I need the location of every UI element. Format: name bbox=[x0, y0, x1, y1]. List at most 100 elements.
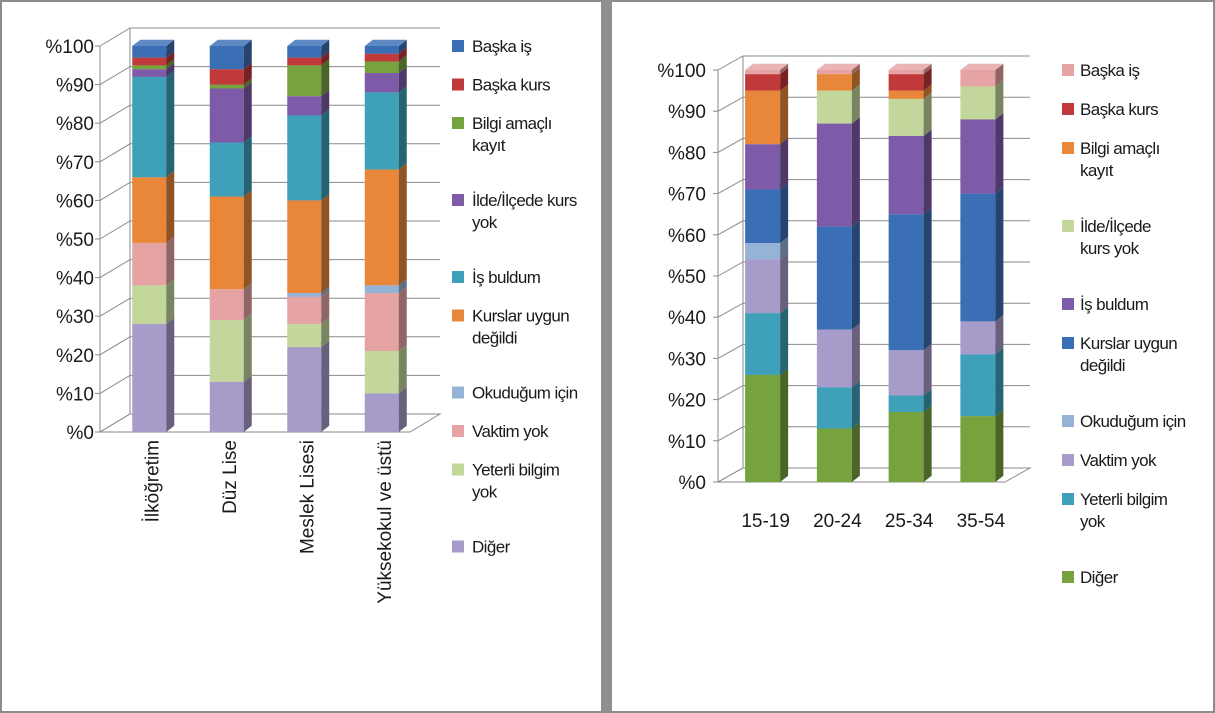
legend-item-okudugum-icin: Okuduğum için bbox=[452, 384, 578, 403]
bar-face bbox=[745, 144, 781, 190]
legend-item-baska-is: Başka iş bbox=[452, 37, 532, 56]
bar-segment-kurslar-uygun-degildi bbox=[132, 171, 175, 243]
bar-side bbox=[321, 89, 330, 116]
legend-label: Yeterli bilgim bbox=[1080, 490, 1168, 509]
bar-face bbox=[960, 321, 996, 355]
bar-column-25-34 bbox=[888, 63, 932, 482]
y-tick-label: %100 bbox=[45, 37, 94, 58]
legend-item-i-lde-i-lcede-kurs-yok: İlde/İlçede kurs yok bbox=[1062, 217, 1152, 258]
bar-face bbox=[132, 177, 167, 243]
legend: Başka iş Başka kurs Bilgi amaçlı kayıt İlde/… bbox=[1062, 61, 1186, 587]
bar-face bbox=[209, 46, 244, 70]
legend-label: yok bbox=[472, 213, 498, 232]
x-category-label: Meslek Lisesi bbox=[297, 440, 318, 554]
bar-face bbox=[209, 381, 244, 432]
bar-segment-vaktim-yok bbox=[745, 253, 789, 314]
y-tick-label: %10 bbox=[668, 432, 706, 453]
legend-item-baska-is: Başka iş bbox=[1062, 61, 1140, 80]
bar-segment-diger bbox=[132, 317, 175, 432]
bar-segment-baska-is bbox=[287, 39, 330, 58]
bar-face bbox=[287, 96, 322, 116]
y-axis-ticks: %0 %10 %20 %30 %40 %50 %60 %70 %80 %90 %100 bbox=[45, 37, 100, 444]
legend-swatch bbox=[1062, 454, 1074, 466]
bar-side bbox=[851, 117, 860, 227]
bar-column-20-24 bbox=[816, 63, 860, 482]
x-category-label: Düz Lise bbox=[220, 440, 241, 514]
bar-side bbox=[923, 343, 932, 396]
bar-side bbox=[166, 236, 175, 286]
bar-side bbox=[923, 84, 932, 99]
bar-side bbox=[780, 63, 789, 75]
y-tick-label: %100 bbox=[657, 61, 706, 82]
bar-face bbox=[132, 323, 167, 432]
bar-face bbox=[287, 293, 322, 297]
legend-label: Diğer bbox=[472, 538, 511, 557]
bar-side bbox=[780, 236, 789, 260]
bar-side bbox=[321, 340, 330, 432]
bar-face bbox=[132, 57, 167, 66]
bar-side bbox=[923, 207, 932, 351]
bar-face bbox=[888, 411, 924, 482]
legend-item-i-lde-i-lcede-kurs-yok: İlde/İlçede kurs yok bbox=[452, 191, 577, 232]
bar-face bbox=[209, 289, 244, 321]
bar-face bbox=[816, 70, 852, 75]
bar-face bbox=[745, 374, 781, 482]
y-tick-label: %70 bbox=[668, 185, 706, 206]
legend-label: Kurslar uygun bbox=[1080, 334, 1177, 353]
bar-side bbox=[166, 279, 175, 324]
bar-top bbox=[960, 63, 1004, 70]
bar-side bbox=[321, 286, 330, 297]
bar-side bbox=[398, 66, 407, 93]
bar-side bbox=[398, 344, 407, 394]
bar-segment-baska-is bbox=[132, 39, 175, 58]
bar-segment-diger bbox=[888, 405, 932, 482]
x-category-label: 35-54 bbox=[957, 511, 1006, 532]
bar-top bbox=[209, 39, 252, 46]
bar-face bbox=[364, 92, 399, 170]
bar-face bbox=[287, 57, 322, 66]
bar-side bbox=[166, 39, 175, 58]
bar-side bbox=[780, 183, 789, 244]
bar-side bbox=[398, 55, 407, 74]
bar-side bbox=[780, 253, 789, 314]
bar-segment-i-s-buldum bbox=[364, 86, 407, 170]
x-category-label: İlköğretim bbox=[142, 440, 163, 522]
bar-side bbox=[321, 39, 330, 58]
bar-face bbox=[287, 200, 322, 294]
legend-label: Başka iş bbox=[1080, 61, 1140, 80]
bar-segment-vaktim-yok bbox=[364, 286, 407, 351]
bar-segment-i-s-buldum bbox=[745, 137, 789, 190]
bar-face bbox=[745, 70, 781, 75]
legend-label: Başka iş bbox=[472, 37, 532, 56]
bar-segment-yeterli-bilgim-yok bbox=[132, 279, 175, 324]
bar-segment-diger bbox=[287, 340, 330, 432]
bar-side bbox=[166, 62, 175, 77]
legend-label: kurs yok bbox=[1080, 239, 1140, 258]
legend-label: Diğer bbox=[1080, 568, 1119, 587]
bar-side bbox=[243, 82, 252, 143]
bar-segment-baska-is bbox=[364, 39, 407, 54]
legend-label: yok bbox=[472, 483, 498, 502]
bar-face bbox=[888, 90, 924, 99]
legend-label: Kurslar uygun bbox=[472, 307, 569, 326]
bar-face bbox=[209, 88, 244, 143]
legend-label: Okuduğum için bbox=[472, 384, 578, 403]
gridlines bbox=[716, 55, 1032, 483]
legend-label: kayıt bbox=[1080, 161, 1114, 180]
bar-face bbox=[816, 123, 852, 227]
bar-face bbox=[816, 428, 852, 482]
bar-side bbox=[780, 306, 789, 375]
bars bbox=[132, 39, 407, 432]
bar-face bbox=[888, 74, 924, 91]
bar-side bbox=[166, 317, 175, 432]
legend-swatch bbox=[452, 425, 464, 437]
bar-side bbox=[923, 129, 932, 215]
x-category-label: 20-24 bbox=[813, 511, 862, 532]
bar-side bbox=[995, 113, 1004, 194]
bar-side bbox=[243, 62, 252, 85]
legend-swatch bbox=[452, 194, 464, 206]
bar-side bbox=[243, 282, 252, 321]
panel-separator bbox=[601, 0, 612, 713]
legend-swatch bbox=[452, 386, 464, 399]
bar-face bbox=[960, 86, 996, 120]
